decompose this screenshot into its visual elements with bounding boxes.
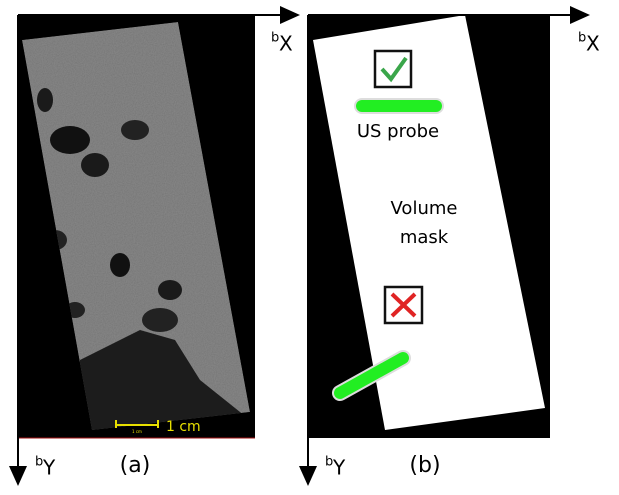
mask-label: mask <box>400 227 449 248</box>
x-arrowhead <box>280 6 300 24</box>
y-axis-label: Y <box>332 456 346 480</box>
scale-small-label: 1 cm <box>132 429 142 434</box>
x-arrowhead <box>570 6 590 24</box>
x-axis-label: X <box>586 32 600 56</box>
panel-label: (b) <box>409 453 440 478</box>
panel-label: (a) <box>120 453 151 478</box>
figure: 1 cm 1 cm b X b Y (a) US probe Volume ma… <box>0 0 619 495</box>
y-axis-label: Y <box>42 456 56 480</box>
y-arrowhead <box>299 466 317 486</box>
y-arrowhead <box>9 466 27 486</box>
probe-label: US probe <box>357 121 439 142</box>
check-box <box>375 51 411 87</box>
x-axis-label: X <box>279 32 293 56</box>
mask-label: Volume <box>391 198 458 219</box>
scale-label: 1 cm <box>166 419 201 435</box>
